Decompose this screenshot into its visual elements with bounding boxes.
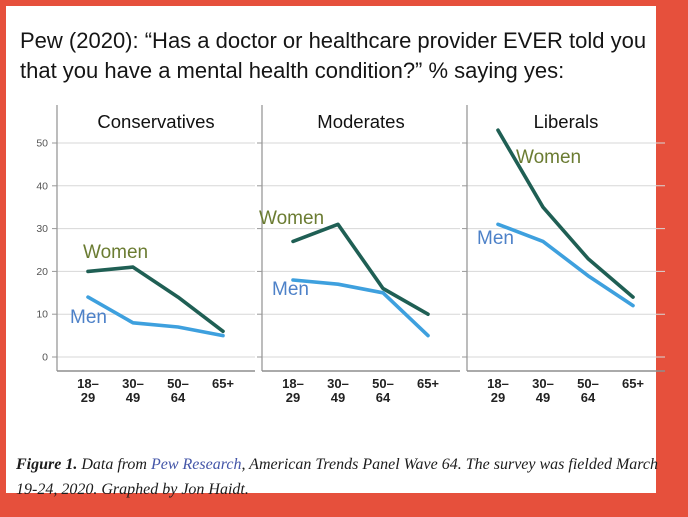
caption-figure-label: Figure 1. [16,456,78,473]
figure-card: Pew (2020): “Has a doctor or healthcare … [6,6,658,498]
figure-caption: Figure 1. Data from Pew Research, Americ… [16,453,678,503]
caption-text-pre: Data from [77,456,151,473]
caption-text-post: , American Trends Panel Wave 64. The sur… [16,456,658,498]
figure-title: Pew (2020): “Has a doctor or healthcare … [20,28,647,84]
caption-link-pew-research[interactable]: Pew Research [150,456,242,473]
